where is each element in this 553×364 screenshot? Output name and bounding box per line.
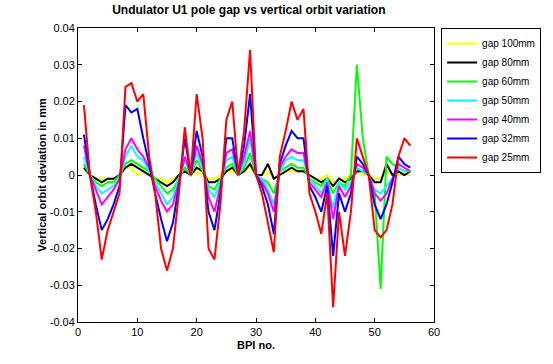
svg-text:0.04: 0.04 [53,22,74,34]
svg-text:0: 0 [69,169,75,181]
svg-text:gap 50mm: gap 50mm [482,95,529,106]
svg-text:30: 30 [250,326,262,338]
svg-text:BPI no.: BPI no. [237,339,275,351]
svg-text:gap 32mm: gap 32mm [482,133,529,144]
svg-text:gap 80mm: gap 80mm [482,57,529,68]
svg-text:gap 60mm: gap 60mm [482,76,529,87]
svg-text:Undulator U1 pole gap vs verti: Undulator U1 pole gap vs vertical orbit … [112,3,385,17]
svg-text:60: 60 [428,326,440,338]
svg-text:-0.01: -0.01 [50,206,75,218]
svg-text:20: 20 [191,326,203,338]
svg-text:gap 40mm: gap 40mm [482,114,529,125]
svg-text:0.01: 0.01 [53,132,74,144]
svg-text:0.03: 0.03 [53,59,74,71]
svg-text:Vertical orbit deviation in mm: Vertical orbit deviation in mm [36,98,48,252]
svg-text:40: 40 [309,326,321,338]
svg-text:gap 25mm: gap 25mm [482,152,529,163]
svg-text:10: 10 [131,326,143,338]
svg-text:50: 50 [369,326,381,338]
svg-text:-0.03: -0.03 [50,279,75,291]
svg-text:0: 0 [75,326,81,338]
svg-text:gap 100mm: gap 100mm [482,38,535,49]
svg-text:0.02: 0.02 [53,95,74,107]
svg-text:-0.04: -0.04 [50,316,75,328]
svg-text:-0.02: -0.02 [50,242,75,254]
